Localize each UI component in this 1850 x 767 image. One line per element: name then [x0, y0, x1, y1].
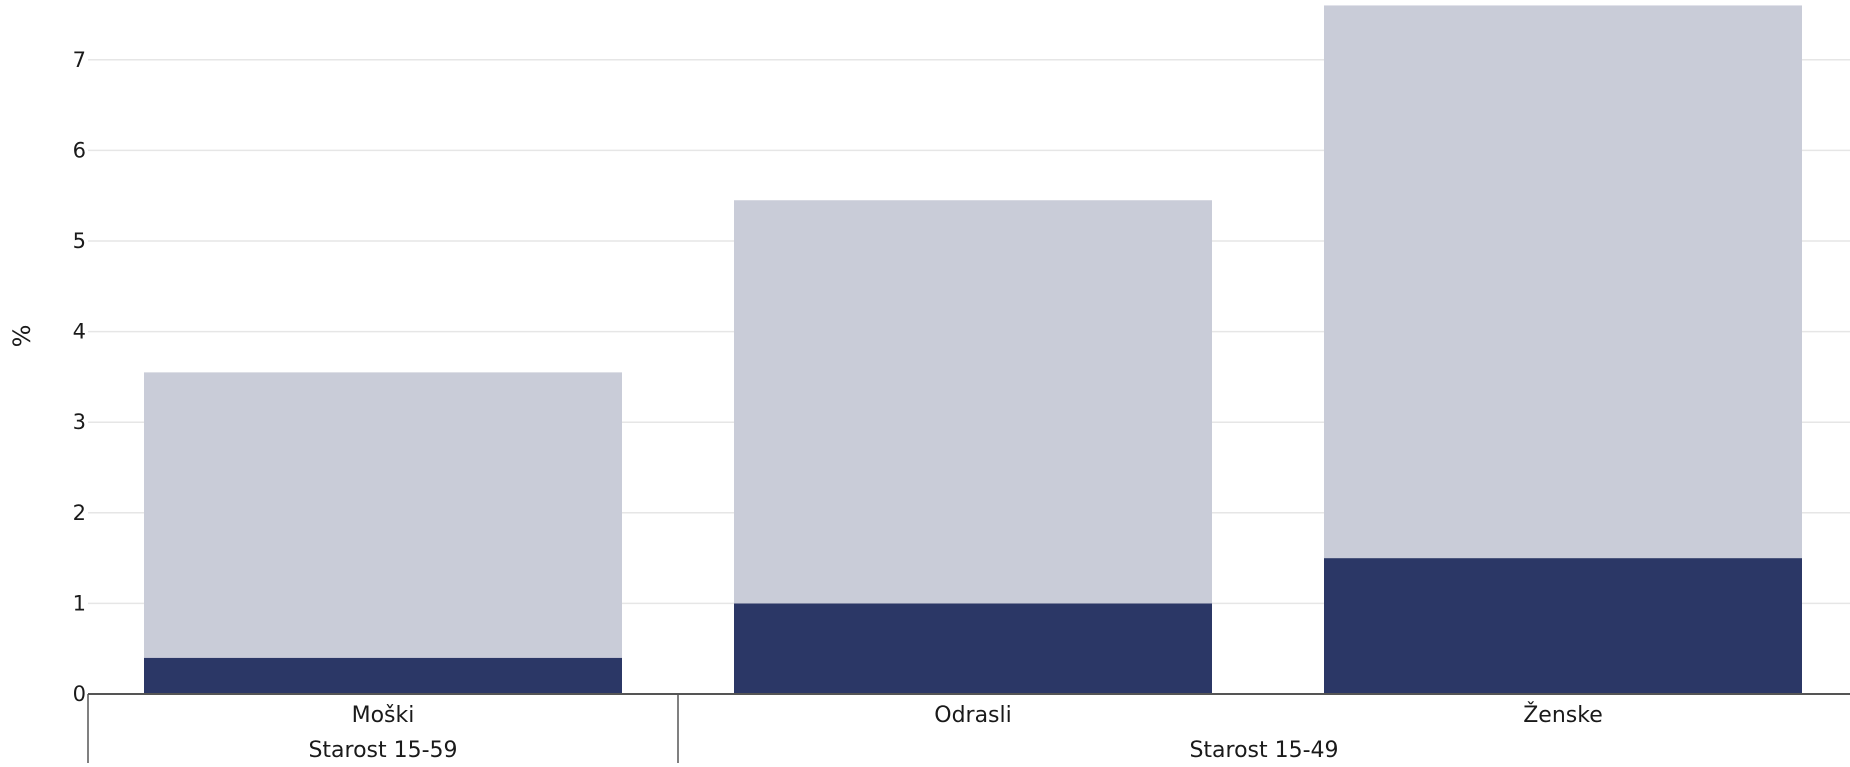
labels: 0 1 2 3 4 5 6 7 Moški Odrasli Ženske Starost 15-59 S… [8, 48, 1603, 763]
y-axis-title: % [8, 325, 36, 348]
bar-segment-moški-1[interactable] [144, 372, 622, 658]
bar-segment-odrasli-1[interactable] [734, 200, 1212, 604]
x-group-label: Starost 15-59 [308, 738, 457, 763]
y-tick-label: 5 [73, 229, 86, 253]
bar-segment-ženske-0[interactable] [1324, 558, 1802, 694]
y-tick-label: 6 [73, 138, 86, 162]
axes [87, 693, 1850, 763]
y-tick-label: 2 [73, 501, 86, 525]
bar-segment-ženske-1[interactable] [1324, 5, 1802, 559]
y-tick-label: 7 [73, 48, 86, 72]
x-category-label: Odrasli [934, 703, 1012, 728]
x-group-label: Starost 15-49 [1189, 738, 1338, 763]
x-category-label: Moški [352, 703, 415, 728]
y-tick-label: 1 [73, 591, 86, 615]
y-tick-label: 4 [73, 320, 86, 344]
bar-segment-odrasli-0[interactable] [734, 603, 1212, 694]
x-category-label: Ženske [1523, 702, 1603, 728]
bar-segment-moški-0[interactable] [144, 657, 622, 694]
bars [144, 5, 1802, 694]
y-tick-label: 0 [73, 682, 86, 706]
y-tick-label: 3 [73, 410, 86, 434]
